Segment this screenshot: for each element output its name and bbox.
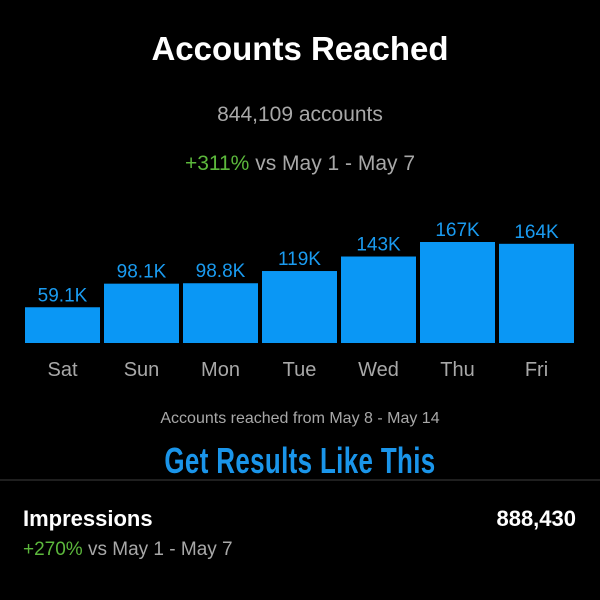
x-tick-label: Sun <box>124 359 160 381</box>
accounts-count: 844,109 accounts <box>217 103 383 126</box>
bar-mon <box>183 283 258 343</box>
bar-sat <box>25 307 100 343</box>
data-label: 98.1K <box>117 262 167 283</box>
data-label: 59.1K <box>38 285 88 306</box>
bar-sun <box>104 283 179 343</box>
page-title: Accounts Reached <box>151 30 449 67</box>
bar-fri <box>499 243 574 343</box>
data-label: 98.8K <box>196 261 246 282</box>
data-label: 143K <box>356 235 401 256</box>
bar-wed <box>341 256 416 343</box>
impressions-value: 888,430 <box>496 506 576 531</box>
promo-text: Get Results Like This <box>164 440 436 481</box>
accounts-change: +311% vs May 1 - May 7 <box>0 152 600 176</box>
divider <box>0 479 600 481</box>
impressions-change: +270% vs May 1 - May 7 <box>23 539 233 561</box>
data-label: 164K <box>514 222 559 243</box>
impressions-change-period: vs May 1 - May 7 <box>82 539 233 560</box>
data-label: 119K <box>278 249 321 270</box>
x-tick-label: Sat <box>47 359 77 381</box>
x-tick-label: Wed <box>358 359 399 381</box>
bar-thu <box>420 242 495 343</box>
chart-caption: Accounts reached from May 8 - May 14 <box>160 410 440 427</box>
change-percent: +311% <box>184 152 250 175</box>
x-tick-label: Mon <box>201 359 240 381</box>
accounts-bar-chart: 59.1K Sat 98.1K Sun 98.8K Mon 119K Tue 143K Wed 16… <box>25 220 574 381</box>
impressions-label: Impressions <box>23 506 153 531</box>
x-tick-label: Tue <box>283 359 317 381</box>
change-period: vs May 1 - May 7 <box>249 152 416 175</box>
x-tick-label: Fri <box>525 359 548 381</box>
impressions-change-percent: +270% <box>23 539 83 560</box>
x-tick-label: Thu <box>440 359 474 381</box>
data-label: 167K <box>435 220 480 241</box>
bar-tue <box>262 271 337 343</box>
